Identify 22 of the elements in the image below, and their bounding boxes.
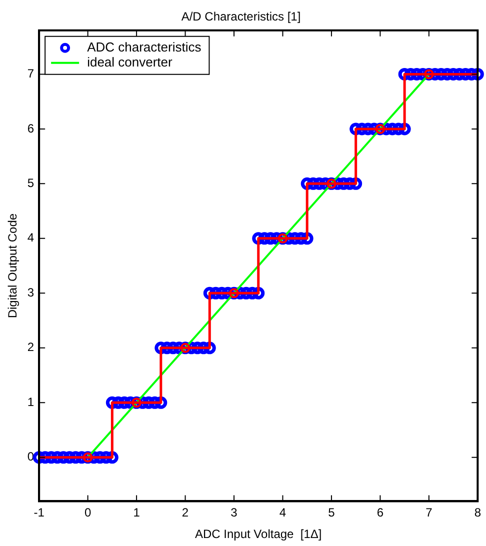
x-tick-label: 8 <box>474 506 482 520</box>
y-axis-title: Digital Output Code <box>6 213 20 318</box>
x-tick-label: 1 <box>133 506 140 520</box>
x-tick-label: 0 <box>84 506 92 520</box>
y-tick-label: 6 <box>27 121 34 136</box>
x-axis-title: ADC Input Voltage [1Δ] <box>194 527 322 542</box>
x-tick-label: 4 <box>279 506 286 520</box>
y-tick-label: 7 <box>27 66 34 81</box>
y-tick-label: 4 <box>27 230 34 245</box>
x-tick-label: 6 <box>376 506 384 520</box>
x-tick-label: 2 <box>182 506 189 520</box>
y-tick-label: 1 <box>27 394 34 409</box>
legend-label: ADC characteristics <box>87 39 202 54</box>
x-tick-label: 3 <box>230 506 238 520</box>
y-tick-label: 3 <box>27 285 34 300</box>
y-tick-label: 5 <box>27 176 34 190</box>
x-tick-label: 7 <box>426 506 433 520</box>
chart-title: A/D Characteristics [1] <box>181 10 301 24</box>
x-tick-label: 5 <box>328 506 336 520</box>
legend-label: ideal converter <box>87 54 174 70</box>
y-tick-label: 2 <box>27 340 34 354</box>
x-tick-label: -1 <box>34 506 45 520</box>
